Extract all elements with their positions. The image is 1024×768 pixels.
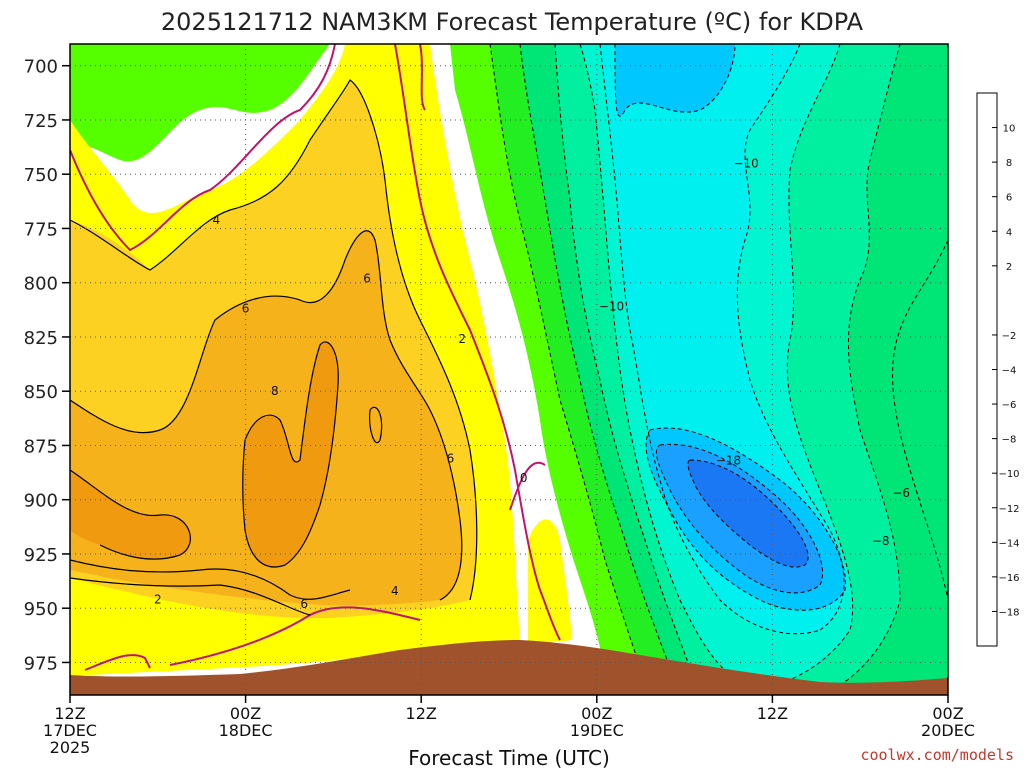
contour-label: 4 xyxy=(213,213,221,227)
colorbar-tick-label: −2 xyxy=(1002,331,1017,342)
freezing-line-1 xyxy=(394,44,561,641)
contour-label: 4 xyxy=(391,584,399,598)
freezing-line-3 xyxy=(84,654,151,671)
band-minus14 xyxy=(615,44,735,117)
y-tick-label: 925 xyxy=(24,545,58,566)
freezing-line-0 xyxy=(70,44,336,252)
colorbar-tick-label: 4 xyxy=(1006,227,1012,238)
colorbar-tick-label: −12 xyxy=(998,504,1019,515)
x-tick-date: 17DEC xyxy=(43,721,97,740)
band-2-to-4-sliver xyxy=(528,519,572,645)
contour-label: 0 xyxy=(520,471,528,485)
colorbar-tick-label: −14 xyxy=(998,538,1019,549)
contour-label: 2 xyxy=(458,332,466,346)
x-tick-label: 12Z xyxy=(757,704,788,723)
contour-label: −10 xyxy=(733,156,758,170)
freezing-line-5 xyxy=(509,461,546,511)
y-tick-label: 800 xyxy=(24,274,58,295)
contour-label: 6 xyxy=(447,451,455,465)
credit-text: coolwx.com/models xyxy=(860,746,1014,764)
cold-contours xyxy=(489,44,948,695)
x-tick-date: 19DEC xyxy=(570,721,624,740)
y-tick-label: 850 xyxy=(24,382,58,403)
colorbar-tick-label: −18 xyxy=(998,607,1019,618)
colorbar-tick-label: 10 xyxy=(1003,124,1016,135)
contour-label: −8 xyxy=(872,534,890,548)
y-tick-label: 825 xyxy=(24,328,58,349)
x-tick-label: 12Z xyxy=(54,704,85,723)
y-tick-label: 775 xyxy=(24,219,58,240)
y-tick-label: 875 xyxy=(24,436,58,457)
y-tick-label: 725 xyxy=(24,111,58,132)
colorbar-tick-label: −16 xyxy=(998,573,1019,584)
terrain xyxy=(70,640,948,695)
contour-label: 6 xyxy=(300,597,308,611)
contour-label: 6 xyxy=(363,271,371,285)
freezing-line-2 xyxy=(419,44,426,111)
x-tick-label: 00Z xyxy=(932,704,963,723)
y-axis-ticks: 700 725 750 775 800 825 850 875 900 925 950 975 xyxy=(24,57,70,674)
x-tick-year: 2025 xyxy=(50,738,91,757)
warm-contours xyxy=(70,79,478,616)
colorbar-tick-label: −6 xyxy=(1002,400,1017,411)
colorbar-tick-label: −4 xyxy=(1002,366,1017,377)
x-tick-label: 00Z xyxy=(230,704,261,723)
y-tick-label: 950 xyxy=(24,599,58,620)
y-tick-label: 750 xyxy=(24,165,58,186)
colorbar-tick-label: 6 xyxy=(1006,193,1012,204)
contour-label: 6 xyxy=(242,302,250,316)
contour-labels: 4 6 6 8 2 6 0 4 6 2 −10 −10 −18 −6 −8 xyxy=(154,156,910,611)
colorbar-tick-label: 2 xyxy=(1006,262,1012,273)
y-tick-label: 700 xyxy=(24,57,58,78)
colorbar-tick-label: 8 xyxy=(1006,158,1012,169)
plot-border xyxy=(69,43,949,696)
colorbar: 10 8 6 4 2 −2 −4 −6 −8 −10 −12 −14 −16 −18 xyxy=(976,92,1020,647)
colorbar-tick-label: −10 xyxy=(998,469,1019,480)
contour-label: 8 xyxy=(271,384,279,398)
colorbar-tick-label: −8 xyxy=(1002,435,1017,446)
plot-area xyxy=(70,44,948,695)
band-minus2-topleft xyxy=(70,44,330,162)
band-minus18 xyxy=(687,460,809,568)
contour-label: −10 xyxy=(599,300,624,314)
x-tick-label: 00Z xyxy=(581,704,612,723)
contour-label: −6 xyxy=(892,486,910,500)
contour-label: 2 xyxy=(154,593,162,607)
chart-title: 2025121712 NAM3KM Forecast Temperature (… xyxy=(161,8,864,36)
x-tick-label: 12Z xyxy=(406,704,437,723)
y-tick-label: 975 xyxy=(24,653,58,674)
contour-label: −18 xyxy=(716,454,741,468)
grid-lines xyxy=(70,44,948,695)
y-tick-label: 900 xyxy=(24,491,58,512)
x-tick-date: 18DEC xyxy=(219,721,273,740)
x-axis-label: Forecast Time (UTC) xyxy=(408,746,610,768)
x-tick-date: 20DEC xyxy=(921,721,975,740)
